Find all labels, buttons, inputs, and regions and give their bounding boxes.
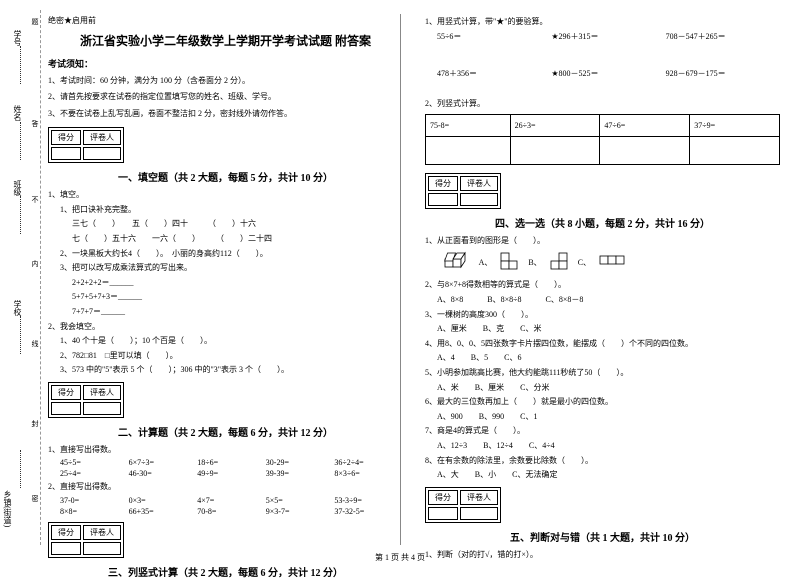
options: A、厘米 B、克 C、米 — [425, 322, 780, 336]
section-title: 二、计算题（共 2 大题，每题 6 分，共计 12 分） — [48, 424, 403, 439]
sub-question: 1、40 个十是（ ）；10 个百是（ ）。 — [48, 334, 403, 348]
option-label: C、 — [578, 258, 591, 267]
options: A、12÷3 B、12÷4 C、4÷4 — [425, 439, 780, 453]
notice-item: 1、考试时间：60 分钟，满分为 100 分（含卷面分 2 分）。 — [48, 74, 403, 88]
sub-question: 3、把可以改写成乘法算式的写出来。 — [48, 261, 403, 275]
question: 2、直接写出得数。 — [48, 480, 403, 494]
bind-line — [20, 46, 21, 84]
seal-char: 题 — [30, 18, 40, 25]
calc-row: 37-0=0×3=4×7=5×5=53-3÷9= — [48, 496, 403, 505]
bind-line — [20, 450, 21, 488]
section-title: 四、选一选（共 8 小题，每题 2 分，共计 16 分） — [425, 215, 780, 230]
bind-label: 学号 — [12, 30, 23, 46]
question: 8、在有余数的除法里，余数要比除数（ ）。 — [425, 454, 780, 468]
notice-item: 3、不要在试卷上乱写乱画，卷面不整洁扣 2 分，密封线外请勿作答。 — [48, 107, 403, 121]
secret-label: 绝密★启用前 — [48, 15, 403, 26]
fill-line: 7+7+7＝______ — [48, 305, 403, 319]
score-cell: 评卷人 — [460, 176, 498, 191]
cube-shape-icon — [443, 249, 471, 278]
bind-line — [20, 122, 21, 160]
page-footer: 第 1 页 共 4 页 — [0, 552, 800, 563]
fill-line: 5+7+5+7+3＝______ — [48, 290, 403, 304]
left-column: 绝密★启用前 浙江省实验小学二年级数学上学期开学考试试题 附答案 考试须知： 1… — [48, 15, 403, 540]
calc-row: 55÷6＝★296＋315＝708－547＋265＝ — [425, 31, 780, 42]
calc-cell: 37÷9= — [690, 115, 780, 137]
question: 5、小明参加跳高比赛，他大约能跳111秒统了50（ ）。 — [425, 366, 780, 380]
score-cell: 得分 — [428, 176, 458, 191]
seal-char: 密 — [30, 495, 40, 502]
calc-row: 45÷5=6×7÷3=18÷6=30-29=36÷2÷4= — [48, 458, 403, 467]
seal-char: 线 — [30, 340, 40, 347]
shape-c-icon — [599, 255, 627, 272]
question: 1、从正面看到的图形是（ ）。 — [425, 234, 780, 248]
shape-a-icon — [500, 252, 520, 275]
bind-label: 乡镇(街道) — [2, 490, 13, 527]
fill-line: 七（ ）五十六 一六（ ） （ ）二十四 — [48, 232, 403, 246]
question: 2、列竖式计算。 — [425, 97, 780, 111]
calc-cell: 26÷3= — [510, 115, 600, 137]
options: A、大 B、小 C、无法确定 — [425, 468, 780, 482]
seal-char: 封 — [30, 420, 40, 427]
sub-question: 3、573 中的"5"表示 5 个（ ）；306 中的"3"表示 3 个（ ）。 — [48, 363, 403, 377]
options-shapes: A、 B、 C、 — [425, 249, 780, 278]
fill-line: 2+2+2+2＝______ — [48, 276, 403, 290]
options: A、900 B、990 C、1 — [425, 410, 780, 424]
options: A、4 B、5 C、6 — [425, 351, 780, 365]
score-cell: 评卷人 — [83, 525, 121, 540]
bind-line — [20, 316, 21, 354]
score-cell: 得分 — [428, 490, 458, 505]
sub-question: 1、把口诀补充完整。 — [48, 203, 403, 217]
fill-line: 三七（ ） 五（ ）四十 （ ）十六 — [48, 217, 403, 231]
question: 1、直接写出得数。 — [48, 443, 403, 457]
bind-label: 姓名 — [12, 105, 23, 121]
seal-char: 答 — [30, 120, 40, 127]
score-cell: 评卷人 — [460, 490, 498, 505]
score-box: 得分 评卷人 — [48, 382, 124, 418]
score-cell: 得分 — [51, 525, 81, 540]
sub-question: 2、782□81 □里可以填（ ）。 — [48, 349, 403, 363]
seal-char: 内 — [30, 260, 40, 267]
question: 7、商是4的算式是（ ）。 — [425, 424, 780, 438]
score-box: 得分 评卷人 — [425, 173, 501, 209]
calc-row: 25÷4=46-30=49÷9=39-39=8×3÷6= — [48, 469, 403, 478]
calc-row: 478＋356＝★800－525＝928－679－175＝ — [425, 68, 780, 79]
question: 1、填空。 — [48, 188, 403, 202]
bind-label: 班级 — [12, 180, 23, 196]
seal-char: 不 — [30, 196, 40, 203]
score-cell: 得分 — [51, 130, 81, 145]
question: 2、我会填空。 — [48, 320, 403, 334]
section-title: 三、列竖式计算（共 2 大题，每题 6 分，共计 12 分） — [48, 564, 403, 579]
score-box: 得分 评卷人 — [48, 127, 124, 163]
calc-cell: 47÷6= — [600, 115, 690, 137]
question: 1、用竖式计算，带"★"的要验算。 — [425, 15, 780, 29]
sub-question: 2、一块黑板大约长4（ ）。 小丽的身高约112（ ）。 — [48, 247, 403, 261]
column-divider — [400, 14, 401, 545]
right-column: 1、用竖式计算，带"★"的要验算。 55÷6＝★296＋315＝708－547＋… — [425, 15, 780, 540]
score-cell: 评卷人 — [83, 130, 121, 145]
exam-title: 浙江省实验小学二年级数学上学期开学考试试题 附答案 — [48, 32, 403, 49]
shape-b-icon — [550, 252, 570, 275]
question: 4、用8、0、0、5四张数字卡片摆四位数，能摆成（ ）个不同的四位数。 — [425, 337, 780, 351]
options: A、米 B、厘米 C、分米 — [425, 381, 780, 395]
calc-row: 8×8=66+35=70-8=9×3-7=37-32-5= — [48, 507, 403, 516]
score-cell: 得分 — [51, 385, 81, 400]
question: 3、一棵树的高度300（ ）。 — [425, 308, 780, 322]
score-box: 得分 评卷人 — [425, 487, 501, 523]
score-cell: 评卷人 — [83, 385, 121, 400]
calc-cell: 75-8= — [426, 115, 511, 137]
calc-table: 75-8= 26÷3= 47÷6= 37÷9= — [425, 114, 780, 165]
notice-heading: 考试须知： — [48, 57, 403, 70]
option-label: B、 — [528, 258, 541, 267]
option-label: A、 — [479, 258, 493, 267]
seal-line — [40, 10, 41, 545]
section-title: 五、判断对与错（共 1 大题，共计 10 分） — [425, 529, 780, 544]
bind-line — [20, 196, 21, 234]
options: A、8×8 B、8×8÷8 C、8×8－8 — [425, 293, 780, 307]
notice-item: 2、请首先按要求在试卷的指定位置填写您的姓名、班级、学号。 — [48, 90, 403, 104]
question: 6、最大的三位数再加上（ ）就是最小的四位数。 — [425, 395, 780, 409]
question: 2、与8×7+8得数相等的算式是（ ）。 — [425, 278, 780, 292]
section-title: 一、填空题（共 2 大题，每题 5 分，共计 10 分） — [48, 169, 403, 184]
bind-label: 学校 — [12, 300, 23, 316]
